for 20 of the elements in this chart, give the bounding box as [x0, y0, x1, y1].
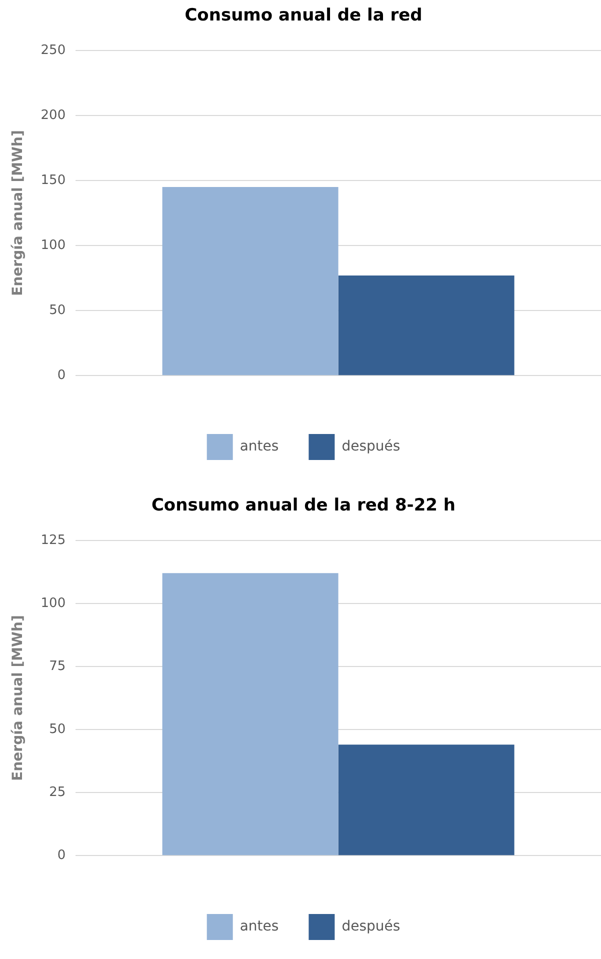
- y-tick-label: 250: [40, 42, 66, 58]
- y-tick-label: 25: [49, 784, 66, 800]
- y-tick-label: 150: [40, 172, 66, 188]
- y-tick-label: 50: [49, 302, 66, 318]
- legend-label: antes: [240, 438, 279, 455]
- y-tick-label: 0: [57, 368, 66, 383]
- legend-label: después: [342, 438, 400, 455]
- chart-title: Consumo anual de la red 8-22 h: [151, 496, 456, 516]
- y-tick-label: 0: [57, 848, 66, 863]
- y-axis-title: Energía anual [MWh]: [10, 130, 26, 296]
- y-tick-label: 100: [40, 238, 66, 253]
- y-tick-label: 200: [40, 108, 66, 123]
- legend-label: después: [342, 918, 400, 935]
- y-tick-label: 100: [40, 596, 66, 611]
- y-axis-title: Energía anual [MWh]: [10, 615, 26, 781]
- legend-label: antes: [240, 918, 279, 935]
- y-tick-label: 50: [49, 722, 66, 737]
- chart-title: Consumo anual de la red: [184, 6, 422, 26]
- y-tick-label: 75: [49, 658, 66, 674]
- y-tick-label: 125: [40, 532, 66, 548]
